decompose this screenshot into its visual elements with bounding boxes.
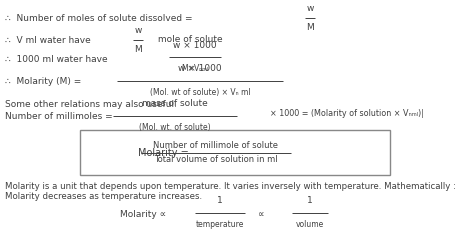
Text: (Mol. wt of solute) × Vₙ ml: (Mol. wt of solute) × Vₙ ml	[150, 88, 250, 97]
Text: ∴  Number of moles of solute dissolved =: ∴ Number of moles of solute dissolved =	[5, 14, 195, 23]
Text: ∝: ∝	[258, 210, 267, 219]
Text: M×Vₙₘₗ: M×Vₙₘₗ	[182, 64, 209, 73]
Text: mass of solute: mass of solute	[142, 99, 208, 108]
Text: 1: 1	[217, 196, 223, 205]
Text: Molarity is a unit that depends upon temperature. It varies inversely with tempe: Molarity is a unit that depends upon tem…	[5, 182, 456, 191]
Text: Number of millimole of solute: Number of millimole of solute	[154, 142, 279, 151]
Text: w: w	[306, 4, 314, 13]
Text: Molarity decreases as temperature increases.: Molarity decreases as temperature increa…	[5, 192, 202, 201]
Text: Some other relations may also useful.: Some other relations may also useful.	[5, 100, 177, 109]
Text: (Mol. wt. of solute): (Mol. wt. of solute)	[139, 123, 211, 132]
Text: Molarity ∝: Molarity ∝	[120, 210, 169, 219]
Text: M: M	[306, 23, 314, 32]
FancyBboxPatch shape	[80, 130, 390, 175]
Text: w × 1000: w × 1000	[178, 64, 222, 73]
Text: ∴  1000 ml water have: ∴ 1000 ml water have	[5, 55, 110, 64]
Text: w × 1000: w × 1000	[173, 41, 217, 50]
Text: M: M	[134, 45, 142, 54]
Text: Number of millimoles =: Number of millimoles =	[5, 112, 116, 121]
Text: Total volume of solution in ml: Total volume of solution in ml	[154, 155, 278, 163]
Text: ∴  V ml water have: ∴ V ml water have	[5, 36, 94, 45]
Text: Molarity =: Molarity =	[138, 148, 192, 157]
Text: volume: volume	[296, 220, 324, 229]
Text: mole of solute: mole of solute	[155, 35, 223, 44]
Text: ∴  Molarity (M) =: ∴ Molarity (M) =	[5, 77, 84, 86]
Text: temperature: temperature	[196, 220, 244, 229]
Text: × 1000 = (Molarity of solution × Vₙₘₗ)|: × 1000 = (Molarity of solution × Vₙₘₗ)|	[270, 110, 424, 119]
Text: 1: 1	[307, 196, 313, 205]
Text: w: w	[134, 26, 142, 35]
